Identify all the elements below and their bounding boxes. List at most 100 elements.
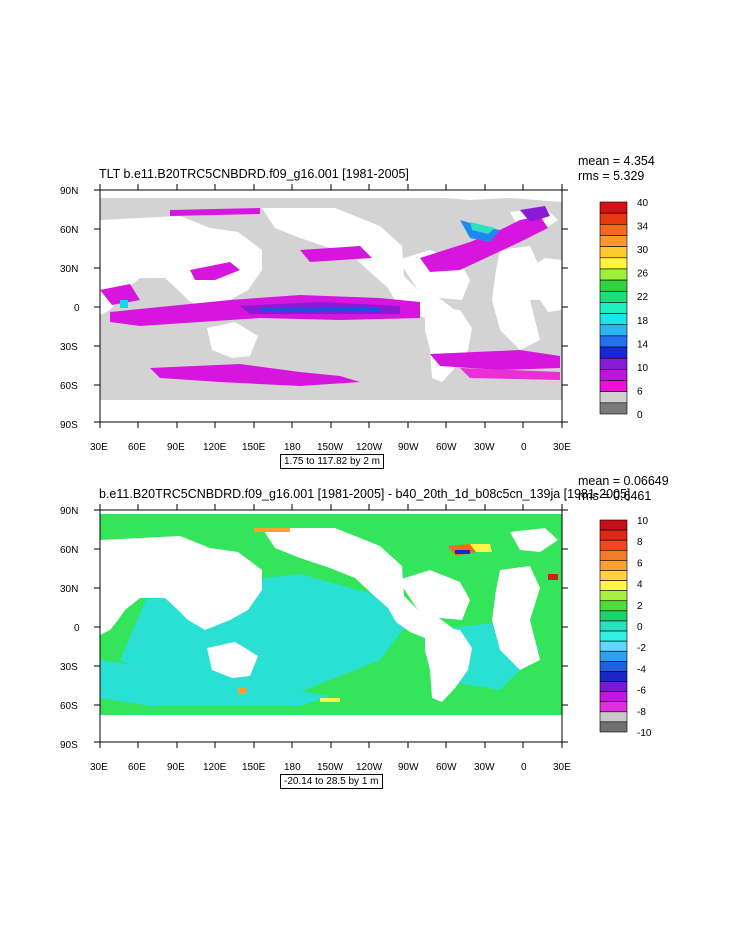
colorbar-swatch [599,570,628,581]
lon-label: 150E [242,762,266,773]
lon-label: 30W [474,442,495,453]
colorbar-swatch [599,640,628,652]
stats-block: mean = 4.354 rms = 5.329 [578,154,655,184]
lon-label: 0 [521,762,527,773]
colorbar-swatch [599,560,628,571]
map-panel-top: TLT b.e11.B20TRC5CNBDRD.f09_g16.001 [198… [0,150,733,475]
colorbar-swatch [599,580,628,591]
colorbar-swatch [599,590,628,602]
lon-label: 180 [284,442,301,453]
lat-label: 60S [60,701,78,712]
lon-label: 90E [167,442,185,453]
colorbar: 10 8 6 4 2 0 -2 -4 -6 -8 -10 [599,516,652,739]
colorbar-swatch [599,302,628,314]
colorbar-label: -8 [637,707,646,718]
colorbar-swatch [599,539,628,551]
lat-label: 30N [60,584,78,595]
lon-label: 150E [242,442,266,453]
lon-label: 120W [356,762,383,773]
colorbar-swatch [599,369,628,381]
colorbar: 40 34 30 26 22 18 14 10 6 0 [599,198,649,421]
lon-label: 90W [398,442,419,453]
lat-label: 90N [60,506,78,517]
colorbar-label: 6 [637,558,643,569]
lon-label: 150W [317,762,344,773]
colorbar-label: 40 [637,198,649,209]
lon-label: 0 [521,442,527,453]
colorbar-swatch [599,701,628,713]
colorbar-label: 30 [637,245,649,256]
lat-label: 0 [74,623,80,634]
plot-title: TLT b.e11.B20TRC5CNBDRD.f09_g16.001 [198… [99,167,409,181]
mean-value: mean = 0.06649 [578,474,669,488]
colorbar-label: 6 [637,386,643,397]
lon-label: 90W [398,762,419,773]
lat-label: 60N [60,545,78,556]
colorbar-label: -2 [637,643,646,654]
lat-label: 60S [60,381,78,392]
colorbar-label: 10 [637,516,649,527]
colorbar-swatch [599,268,628,281]
colorbar-label: 0 [637,622,643,633]
colorbar-swatch [599,711,628,723]
colorbar-label: 34 [637,222,649,233]
colorbar-label: -4 [637,664,646,675]
colorbar-label: -6 [637,686,646,697]
colorbar-label: 10 [637,363,649,374]
lon-label: 30E [553,442,571,453]
lat-label: 30S [60,342,78,353]
lat-label: 30S [60,662,78,673]
lat-label: 90S [60,420,78,431]
stats-block: mean = 0.06649 rms = 0.6461 [578,474,669,504]
lat-label: 0 [74,303,80,314]
colorbar-label: 14 [637,339,649,350]
colorbar-label: -10 [637,728,652,739]
colorbar-label: 4 [637,580,643,591]
colorbar-label: 22 [637,292,649,303]
lat-label: 60N [60,225,78,236]
colorbar-label: 26 [637,269,649,280]
lat-axis: 90N 60N 30N 0 30S 60S 90S [60,186,80,431]
lon-label: 120E [203,762,227,773]
plot-title: b.e11.B20TRC5CNBDRD.f09_g16.001 [1981-20… [99,487,631,501]
lon-label: 120W [356,442,383,453]
colorbar-swatch [599,380,628,392]
colorbar-label: 18 [637,316,649,327]
map-top: 90N 60N 30N 0 30S 60S 90S 30E 60E 90E 12… [60,184,649,453]
colorbar-swatch [599,671,628,682]
lon-axis: 30E 60E 90E 120E 150E 180 150W 120W 90W … [90,762,571,773]
colorbar-swatch [599,346,628,359]
colorbar-swatch [599,529,628,541]
colorbar-swatch [599,600,628,612]
colorbar-label: 0 [637,410,643,421]
map-panel-bottom: b.e11.B20TRC5CNBDRD.f09_g16.001 [1981-20… [0,470,733,795]
colorbar-swatch [599,661,628,672]
colorbar-label: 8 [637,537,643,548]
colorbar-swatch [599,201,628,214]
lon-label: 120E [203,442,227,453]
colorbar-swatch [599,691,628,703]
lat-axis: 90N 60N 30N 0 30S 60S 90S [60,506,80,751]
colorbar-swatch [599,620,628,632]
colorbar-swatch [599,313,628,326]
mean-value: mean = 4.354 [578,154,655,168]
lon-label: 60E [128,442,146,453]
colorbar-swatch [599,224,628,236]
colorbar-swatch [599,246,628,259]
colorbar-swatch [599,721,628,733]
lon-label: 180 [284,762,301,773]
rms-value: rms = 5.329 [578,169,645,183]
lon-label: 60W [436,442,457,453]
colorbar-swatch [599,257,628,270]
rms-value: rms = 0.6461 [578,489,652,503]
colorbar-label: 2 [637,601,643,612]
contour-range: -20.14 to 28.5 by 1 m [280,774,383,789]
colorbar-swatch [599,212,628,225]
colorbar-swatch [599,402,628,415]
colorbar-swatch [599,279,628,292]
map-bottom: 90N 60N 30N 0 30S 60S 90S 30E 60E 90E 12… [60,504,652,773]
colorbar-swatch [599,650,628,662]
colorbar-swatch [599,610,628,622]
lon-label: 30E [90,762,108,773]
colorbar-swatch [599,630,628,642]
